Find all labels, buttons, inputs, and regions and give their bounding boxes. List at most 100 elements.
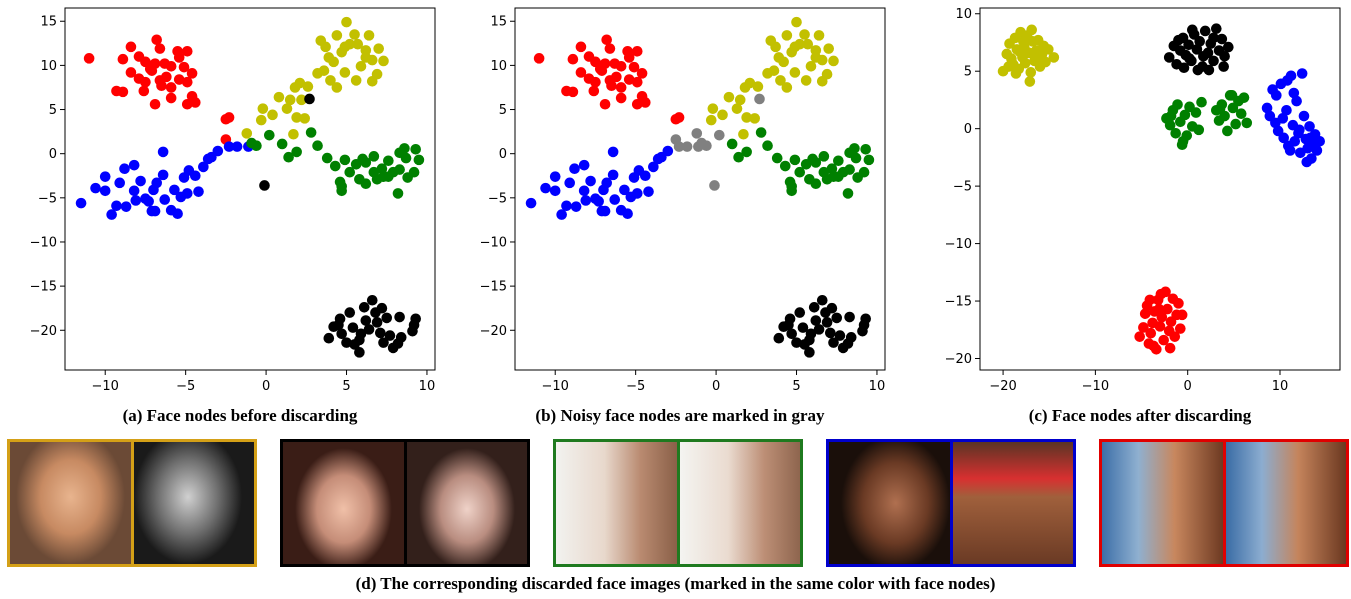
scatter-point: [159, 194, 171, 205]
scatter-point: [1134, 331, 1145, 342]
scatter-point: [1198, 50, 1209, 62]
scatter-point: [1311, 145, 1323, 156]
scatter-point: [705, 114, 717, 126]
scatter-point: [810, 157, 822, 168]
face-pair-black: [280, 439, 530, 567]
scatter-point: [339, 67, 351, 78]
scatter-point: [556, 209, 567, 220]
scatter-point: [368, 151, 380, 162]
scatter-point: [741, 112, 752, 123]
scatter-point: [354, 347, 365, 358]
scatter-point: [305, 127, 317, 138]
scatter-point: [392, 338, 404, 349]
scatter-point: [312, 140, 323, 152]
scatter-point: [1211, 23, 1222, 34]
scatter-point: [99, 185, 111, 197]
scatter-point: [1218, 61, 1229, 72]
scatter-point: [604, 43, 616, 54]
scatter-point: [826, 302, 838, 314]
scatter-point: [1175, 323, 1186, 334]
scatter-point: [181, 76, 193, 88]
y-tick-label: 10: [40, 59, 57, 74]
y-tick-label: −5: [488, 191, 507, 206]
scatter-point: [590, 76, 601, 88]
scatter-point: [786, 328, 797, 340]
scatter-point: [1238, 92, 1250, 103]
scatter-point: [378, 171, 389, 182]
scatter-point: [816, 75, 828, 87]
scatter-point: [842, 188, 854, 199]
chart-c: −20 −10 0 10 10 5 0 −5 −10 −15 −20: [945, 7, 1341, 394]
scatter-point: [731, 103, 743, 114]
scatter-point: [323, 332, 335, 344]
scatter-point: [816, 294, 828, 306]
scatter-point: [1162, 303, 1173, 315]
scatter-point: [157, 169, 169, 181]
scatter-point: [578, 185, 590, 197]
scatter-point: [631, 188, 643, 199]
scatter-point: [1158, 334, 1169, 346]
scatter-point: [318, 65, 330, 76]
scatter-point: [850, 152, 862, 164]
scatter-point: [1199, 25, 1211, 37]
scatter-point: [366, 294, 378, 306]
scatter-point: [1216, 33, 1228, 45]
x-tick-label: −5: [626, 379, 645, 394]
scatter-point: [151, 34, 162, 46]
y-tick-label: 0: [499, 147, 507, 162]
x-tick-label: 5: [792, 379, 800, 394]
scatter-point: [296, 94, 307, 106]
scatter-point: [223, 141, 235, 152]
scatter-point: [818, 151, 830, 162]
scatter-point: [156, 80, 167, 91]
scatter-point: [800, 75, 812, 86]
scatter-point: [375, 327, 386, 339]
scatter-point: [681, 141, 693, 152]
face-image-profile-blue-2: [1222, 442, 1346, 564]
caption-d: (d) The corresponding discarded face ima…: [355, 574, 996, 593]
scatter-point: [291, 112, 302, 123]
scatter-point: [373, 43, 384, 54]
scatter-point: [1010, 68, 1022, 79]
scatter-point: [765, 35, 777, 46]
scatter-point: [1170, 127, 1181, 139]
scatter-point: [165, 82, 177, 93]
scatter-point: [844, 311, 855, 323]
scatter-point: [828, 171, 839, 182]
scatter-point: [400, 152, 412, 164]
y-tick-label: 10: [955, 7, 972, 22]
scatter-point: [828, 337, 839, 348]
scatter-point: [564, 177, 575, 189]
scatter-point: [813, 30, 825, 41]
scatter-point: [808, 302, 820, 313]
scatter-point: [575, 41, 587, 53]
scatter-point: [1284, 145, 1296, 156]
y-tick-label: −10: [480, 235, 507, 250]
scatter-point: [1040, 56, 1051, 68]
scatter-point: [640, 170, 651, 182]
chart-b: −10 −5 0 5 10 15 10 5 0 −5 −10 −15 −20: [480, 7, 886, 394]
scatter-point: [355, 60, 367, 72]
scatter-point: [578, 159, 590, 171]
scatter-point: [794, 166, 806, 178]
x-tick-label: 10: [1272, 379, 1289, 394]
scatter-point: [593, 196, 604, 207]
scatter-point: [1031, 53, 1043, 64]
x-tick-label: 0: [262, 379, 270, 394]
scatter-point: [350, 75, 362, 86]
scatter-point: [723, 91, 735, 103]
scatter-point: [810, 315, 822, 326]
scatter-point: [773, 332, 785, 344]
scatter-point: [622, 208, 633, 220]
scatter-point: [749, 113, 760, 124]
scatter-point: [570, 201, 582, 212]
scatter-point: [860, 313, 871, 325]
y-tick-label: −20: [945, 352, 972, 367]
scatter-point: [140, 76, 151, 88]
scatter-point: [284, 94, 296, 106]
scatter-point: [241, 128, 253, 139]
scatter-point: [331, 82, 343, 93]
scatter-point: [360, 178, 372, 190]
scatter-point: [623, 74, 635, 85]
scatter-point: [599, 205, 611, 217]
